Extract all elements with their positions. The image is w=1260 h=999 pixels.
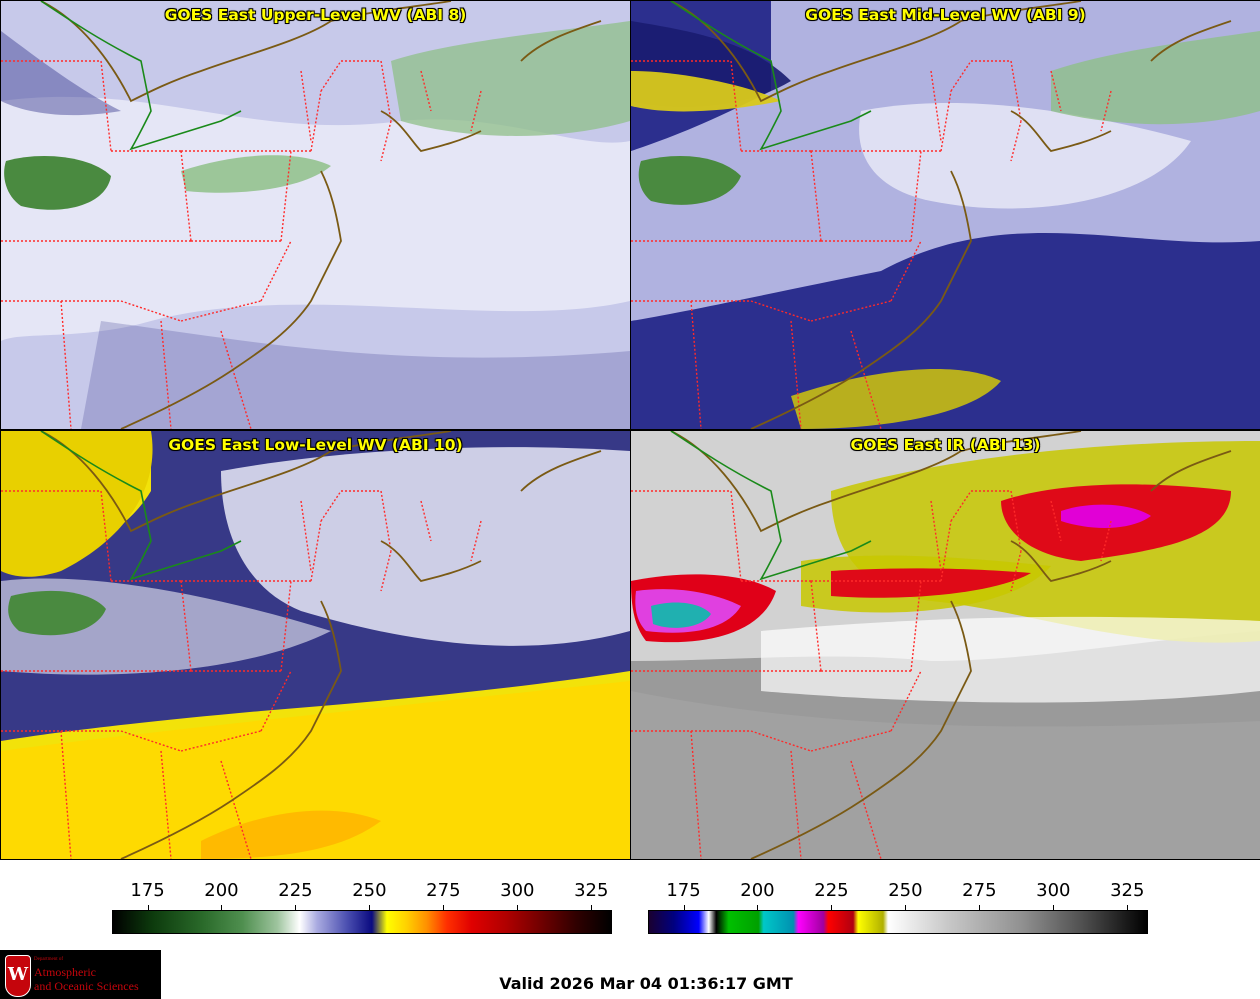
cloud-moisture-region bbox=[1051, 31, 1260, 125]
right-colorbar-tick-label: 175 bbox=[666, 880, 701, 901]
wv-colorbar-gradient bbox=[112, 910, 612, 934]
cloud-moisture-region bbox=[81, 321, 630, 429]
left-colorbar-tick-label: 275 bbox=[426, 880, 461, 901]
valid-time-label: Valid 2026 Mar 04 01:36:17 GMT bbox=[499, 974, 793, 993]
ir-colorbar-gradient bbox=[648, 910, 1148, 934]
right-colorbar-tick-mark bbox=[831, 905, 833, 911]
ir-panel: GOES East IR (ABI 13) bbox=[630, 430, 1260, 860]
cloud-moisture-region bbox=[1, 96, 630, 341]
wv-colorbar-ticks: 175 200 225 250 275 300 325 bbox=[112, 870, 612, 911]
upper-level-wv-panel: GOES East Upper-Level WV (ABI 8) bbox=[0, 0, 631, 430]
cloud-moisture-region bbox=[8, 590, 106, 636]
coastline bbox=[40, 1, 602, 429]
cloud-moisture-region bbox=[859, 102, 1191, 209]
right-colorbar-tick-mark bbox=[1053, 905, 1055, 911]
left-colorbar-tick-mark bbox=[295, 905, 297, 911]
wv-colorbar: 175 200 225 250 275 300 325 bbox=[112, 870, 612, 934]
logo-line2: and Oceanic Sciences bbox=[34, 979, 139, 993]
right-colorbar-tick-mark bbox=[757, 905, 759, 911]
low-level-wv-title: GOES East Low-Level WV (ABI 10) bbox=[168, 436, 463, 454]
left-colorbar-tick-label: 200 bbox=[204, 880, 239, 901]
mid-level-wv-map bbox=[631, 1, 1260, 429]
left-colorbar-tick-mark bbox=[517, 905, 519, 911]
cloud-moisture-region bbox=[791, 369, 1001, 429]
cloud-moisture-region bbox=[181, 155, 331, 193]
right-colorbar-tick-label: 225 bbox=[814, 880, 849, 901]
uw-crest-icon: W bbox=[5, 955, 31, 997]
mid-level-wv-panel: GOES East Mid-Level WV (ABI 9) bbox=[630, 0, 1260, 430]
international-border bbox=[40, 1, 242, 151]
logo-line1: Atmospheric bbox=[34, 965, 96, 979]
left-colorbar-tick-mark bbox=[591, 905, 593, 911]
right-colorbar-tick-mark bbox=[979, 905, 981, 911]
ir-title: GOES East IR (ABI 13) bbox=[850, 436, 1041, 454]
low-level-wv-map bbox=[1, 431, 630, 859]
left-colorbar-tick-mark bbox=[369, 905, 371, 911]
ir-colorbar-ticks: 175 200 225 250 275 300 325 bbox=[648, 870, 1148, 911]
international-border bbox=[40, 431, 242, 581]
mid-level-wv-title: GOES East Mid-Level WV (ABI 9) bbox=[805, 6, 1086, 24]
ir-colorbar: 175 200 225 250 275 300 325 bbox=[648, 870, 1148, 934]
right-colorbar-tick-mark bbox=[1127, 905, 1129, 911]
state-borders bbox=[1, 490, 482, 859]
left-colorbar-tick-mark bbox=[221, 905, 223, 911]
left-colorbar-tick-label: 225 bbox=[278, 880, 313, 901]
cloud-moisture-region bbox=[201, 810, 381, 859]
left-colorbar-tick-mark bbox=[443, 905, 445, 911]
upper-level-wv-map bbox=[1, 1, 630, 429]
cloud-moisture-region bbox=[761, 616, 1260, 703]
coastline bbox=[40, 431, 602, 859]
right-colorbar-tick-mark bbox=[905, 905, 907, 911]
cloud-moisture-region bbox=[4, 156, 111, 210]
right-colorbar-tick-label: 275 bbox=[962, 880, 997, 901]
right-colorbar-tick-label: 200 bbox=[740, 880, 775, 901]
logo-dept-text: Department of bbox=[34, 957, 64, 962]
cloud-moisture-region bbox=[1061, 504, 1151, 528]
cloud-moisture-region bbox=[631, 691, 1260, 859]
right-colorbar-tick-label: 250 bbox=[888, 880, 923, 901]
right-colorbar-tick-label: 300 bbox=[1036, 880, 1071, 901]
cloud-moisture-region bbox=[631, 71, 781, 112]
low-level-wv-panel: GOES East Low-Level WV (ABI 10) bbox=[0, 430, 631, 860]
right-colorbar-tick-label: 325 bbox=[1110, 880, 1145, 901]
cloud-moisture-region bbox=[831, 568, 1031, 598]
left-colorbar-tick-label: 175 bbox=[130, 880, 165, 901]
cloud-moisture-region bbox=[651, 602, 711, 628]
cloud-moisture-region bbox=[391, 21, 630, 136]
cloud-moisture-region bbox=[638, 156, 741, 205]
coastline bbox=[670, 1, 1232, 429]
right-colorbar-tick-mark bbox=[683, 905, 685, 911]
cloud-moisture-region bbox=[1, 681, 630, 859]
left-colorbar-tick-mark bbox=[147, 905, 149, 911]
coastline bbox=[670, 431, 1232, 859]
state-borders bbox=[631, 60, 1112, 429]
left-colorbar-tick-label: 325 bbox=[574, 880, 609, 901]
ir-map bbox=[631, 431, 1260, 859]
international-border bbox=[670, 1, 872, 151]
upper-level-wv-title: GOES East Upper-Level WV (ABI 8) bbox=[164, 6, 467, 24]
international-border bbox=[670, 431, 872, 581]
left-colorbar-tick-label: 300 bbox=[500, 880, 535, 901]
left-colorbar-tick-label: 250 bbox=[352, 880, 387, 901]
state-borders bbox=[1, 60, 482, 429]
aos-logo: W Department of Atmospheric and Oceanic … bbox=[0, 950, 161, 999]
cloud-moisture-region bbox=[1, 431, 153, 577]
cloud-moisture-region bbox=[221, 447, 630, 646]
state-borders bbox=[631, 490, 1112, 859]
cloud-moisture-region bbox=[1, 31, 121, 116]
